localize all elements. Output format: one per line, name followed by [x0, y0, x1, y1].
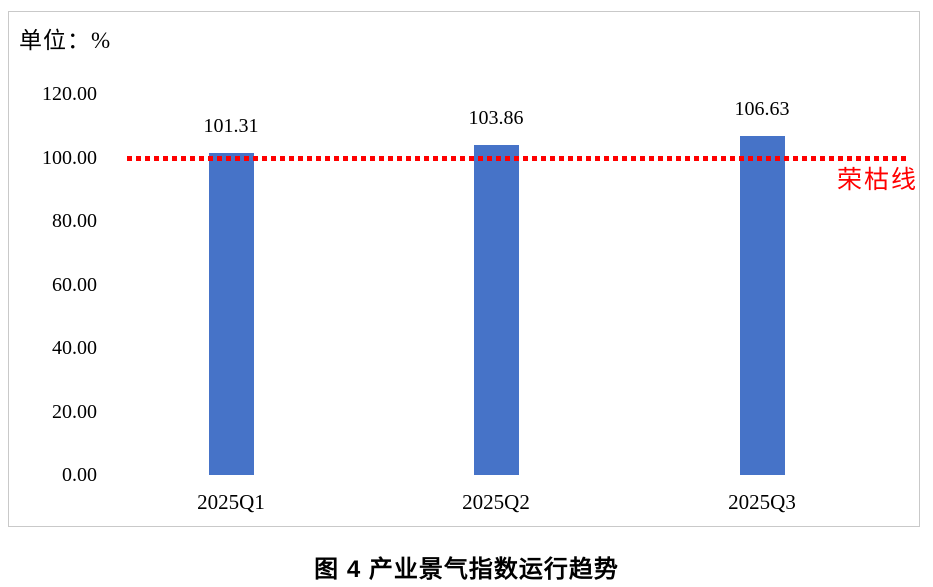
y-axis-tick-label: 120.00: [42, 83, 97, 105]
bar-value-label: 103.86: [468, 107, 524, 130]
bar: [208, 153, 254, 475]
bar: [739, 136, 785, 475]
bar: [473, 145, 519, 475]
unit-label: 单位：%: [19, 28, 112, 53]
chart-frame: 单位：% 120.00 100.00 80.00 60.00 40.00 20.00 0.0…: [8, 11, 920, 527]
chart-caption: 图 4 产业景气指数运行趋势: [314, 556, 619, 583]
reference-line: [127, 155, 908, 161]
x-axis-tick-label: 2025Q1: [197, 490, 265, 514]
bar-value-label: 101.31: [203, 115, 259, 138]
y-axis-tick-label: 40.00: [52, 337, 97, 359]
y-axis-tick-label: 80.00: [52, 210, 97, 232]
reference-line-label: 荣枯线: [837, 166, 919, 194]
y-axis-tick-label: 20.00: [52, 400, 97, 423]
bar-value-label: 106.63: [734, 98, 790, 121]
y-axis-tick-label: 0.00: [62, 464, 97, 486]
x-axis-tick-label: 2025Q2: [462, 490, 530, 514]
y-axis-tick-label: 60.00: [52, 273, 97, 296]
y-axis-tick-label: 100.00: [42, 146, 97, 169]
x-axis-tick-label: 2025Q3: [728, 490, 796, 514]
